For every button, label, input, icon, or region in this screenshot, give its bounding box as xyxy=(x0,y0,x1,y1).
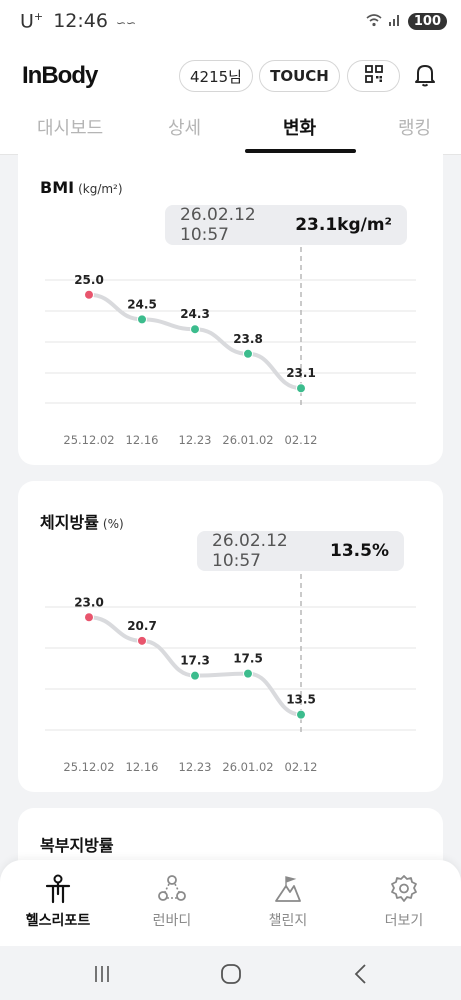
abdominal-fat-title: 복부지방률 xyxy=(40,836,114,855)
body-fat-unit: (%) xyxy=(102,517,124,531)
body-fat-card[interactable]: 체지방률 (%) 26.02.12 10:57 13.5% 23.0 25.12.02… xyxy=(18,481,443,792)
data-point[interactable] xyxy=(296,383,306,394)
tab-change[interactable]: 변화 xyxy=(283,118,317,139)
data-point[interactable] xyxy=(190,324,200,335)
x-tick-label: 25.12.02 xyxy=(63,760,114,774)
data-point[interactable] xyxy=(137,314,147,325)
nav-label: 더보기 xyxy=(384,913,424,929)
qr-button[interactable] xyxy=(347,60,400,92)
nav-health-report[interactable]: 헬스리포트 xyxy=(8,874,108,930)
tooltip-date: 26.02.12 10:57 xyxy=(212,531,288,571)
bmi-card[interactable]: BMI (kg/m²) 26.02.12 10:57 23.1kg/m² 25.0 2… xyxy=(18,154,443,465)
bmi-title: BMI xyxy=(40,178,75,197)
bottom-navigation: 헬스리포트 런바디 챌린지 더보기 xyxy=(0,860,461,946)
x-tick-label: 12.16 xyxy=(126,760,159,774)
system-navigation-bar xyxy=(0,946,461,1000)
carrier-sup: + xyxy=(33,10,44,23)
signal-icon xyxy=(388,12,402,31)
notification-icon: ∽∽ xyxy=(116,16,137,31)
nav-more[interactable]: 더보기 xyxy=(354,874,454,930)
data-label: 23.8 xyxy=(233,332,263,346)
data-label: 24.5 xyxy=(127,297,157,311)
nav-challenge[interactable]: 챌린지 xyxy=(238,874,338,930)
qr-code-icon xyxy=(364,65,383,87)
x-tick-label: 12.23 xyxy=(179,760,212,774)
data-point[interactable] xyxy=(84,289,94,300)
x-tick-label: 02.12 xyxy=(285,433,318,447)
nav-label: 챌린지 xyxy=(268,913,308,929)
nav-runbody[interactable]: 런바디 xyxy=(122,874,222,930)
touch-button[interactable]: TOUCH xyxy=(259,60,340,92)
data-label: 17.3 xyxy=(180,654,210,668)
bmi-tooltip: 26.02.12 10:57 23.1kg/m² xyxy=(165,205,407,245)
inbody-logo: InBody xyxy=(22,62,98,89)
clock: 12:46 xyxy=(53,10,108,33)
back-icon[interactable] xyxy=(352,963,370,989)
data-point[interactable] xyxy=(243,348,253,359)
status-bar: U+ 12:46 ∽∽ 100 xyxy=(0,0,461,44)
data-label: 24.3 xyxy=(180,307,210,321)
tab-bar: 대시보드 상세 변화 랭킹 xyxy=(0,108,461,155)
bmi-unit: (kg/m²) xyxy=(78,182,123,196)
tab-dashboard[interactable]: 대시보드 xyxy=(37,118,104,139)
body-fat-tooltip: 26.02.12 10:57 13.5% xyxy=(197,531,404,571)
nav-label: 헬스리포트 xyxy=(25,913,91,929)
body-fat-title: 체지방률 xyxy=(40,513,99,532)
runbody-icon xyxy=(122,874,222,908)
data-point[interactable] xyxy=(137,635,147,646)
data-label: 13.5 xyxy=(286,693,316,707)
tooltip-value: 13.5% xyxy=(330,541,389,561)
x-tick-label: 25.12.02 xyxy=(63,433,114,447)
tab-ranking[interactable]: 랭킹 xyxy=(398,118,432,139)
x-tick-label: 26.01.02 xyxy=(222,760,273,774)
status-carrier-time: U+ 12:46 ∽∽ xyxy=(20,10,136,32)
card-title: 체지방률 (%) xyxy=(40,509,124,533)
recent-apps-icon[interactable] xyxy=(92,964,112,988)
data-label: 23.1 xyxy=(286,366,316,380)
user-pill[interactable]: 4215님 xyxy=(179,60,253,92)
bmi-chart: 25.0 25.12.02 24.5 12.16 24.3 12.23 23.8 26.01.… xyxy=(45,247,416,447)
carrier-label: U xyxy=(20,10,34,33)
more-gear-icon xyxy=(354,874,454,908)
challenge-icon xyxy=(238,874,338,908)
data-label: 25.0 xyxy=(74,273,104,287)
data-point[interactable] xyxy=(296,709,306,720)
data-point[interactable] xyxy=(84,612,94,623)
tab-detail[interactable]: 상세 xyxy=(168,118,202,139)
body-fat-chart: 23.0 25.12.02 20.7 12.16 17.3 12.23 17.5 26.01.… xyxy=(45,574,416,774)
tooltip-date: 26.02.12 10:57 xyxy=(180,205,256,245)
data-point[interactable] xyxy=(243,668,253,679)
active-tab-indicator xyxy=(245,149,356,153)
wifi-icon xyxy=(366,12,382,31)
data-point[interactable] xyxy=(190,670,200,681)
x-tick-label: 12.23 xyxy=(179,433,212,447)
card-title: BMI (kg/m²) xyxy=(40,178,123,197)
x-tick-label: 12.16 xyxy=(126,433,159,447)
bell-icon[interactable] xyxy=(414,63,436,91)
data-label: 17.5 xyxy=(233,652,263,666)
x-tick-label: 26.01.02 xyxy=(222,433,273,447)
battery-badge: 100 xyxy=(407,13,447,30)
app-header: InBody 4215님 TOUCH xyxy=(0,44,461,108)
nav-label: 런바디 xyxy=(152,913,192,929)
data-label: 23.0 xyxy=(74,595,104,609)
home-icon[interactable] xyxy=(220,963,242,989)
health-report-icon xyxy=(8,874,108,908)
x-tick-label: 02.12 xyxy=(285,760,318,774)
tooltip-value: 23.1kg/m² xyxy=(295,215,392,235)
data-label: 20.7 xyxy=(127,619,157,633)
